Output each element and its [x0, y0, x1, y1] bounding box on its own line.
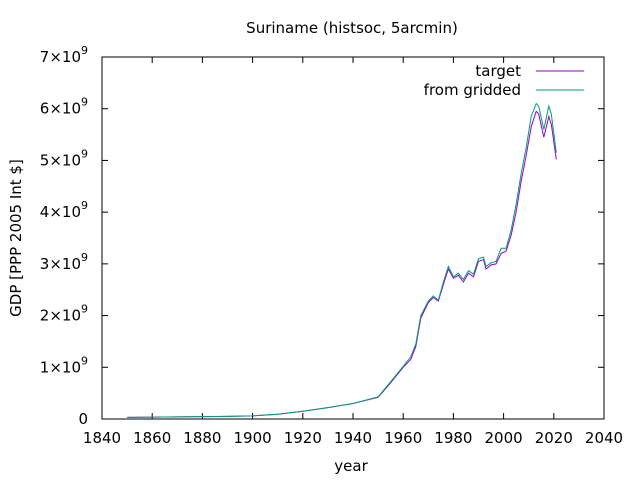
y-axis-ticks: 0 1×109 2×109 3×109 4×109 5×109 6×109 7×109	[40, 44, 604, 428]
x-tick-label: 1980	[434, 429, 472, 447]
x-tick-label: 2000	[485, 429, 523, 447]
plot-frame	[101, 56, 605, 420]
legend-label-target: target	[475, 62, 521, 80]
legend-label-from-gridded: from gridded	[424, 81, 521, 99]
x-tick-label: 1880	[183, 429, 221, 447]
y-tick-label: 1×109	[40, 354, 88, 376]
x-tick-label: 1940	[334, 429, 372, 447]
y-tick-label: 2×109	[40, 303, 88, 325]
x-axis-label: year	[334, 457, 368, 475]
x-tick-label: 1840	[83, 429, 121, 447]
y-tick-label: 7×109	[40, 44, 88, 66]
x-axis-ticks: 1840 1860 1880 1900 1920 1940 1960 1980 2000 2020…	[83, 57, 623, 447]
x-tick-label: 1860	[133, 429, 171, 447]
y-axis-label: GDP [PPP 2005 Int $]	[7, 159, 25, 317]
series-lines	[127, 102, 557, 418]
x-tick-label: 2040	[585, 429, 623, 447]
y-tick-label: 4×109	[40, 199, 88, 221]
series-line-target	[127, 110, 557, 418]
y-tick-label: 3×109	[40, 251, 88, 273]
y-tick-label: 6×109	[40, 96, 88, 118]
chart-title: Suriname (histsoc, 5arcmin)	[246, 19, 458, 37]
y-tick-label: 0	[78, 410, 88, 428]
x-tick-label: 1900	[234, 429, 272, 447]
x-tick-label: 2020	[535, 429, 573, 447]
x-tick-label: 1920	[284, 429, 322, 447]
x-tick-label: 1960	[384, 429, 422, 447]
series-line-from-gridded	[127, 102, 557, 418]
y-tick-label: 5×109	[40, 147, 88, 169]
